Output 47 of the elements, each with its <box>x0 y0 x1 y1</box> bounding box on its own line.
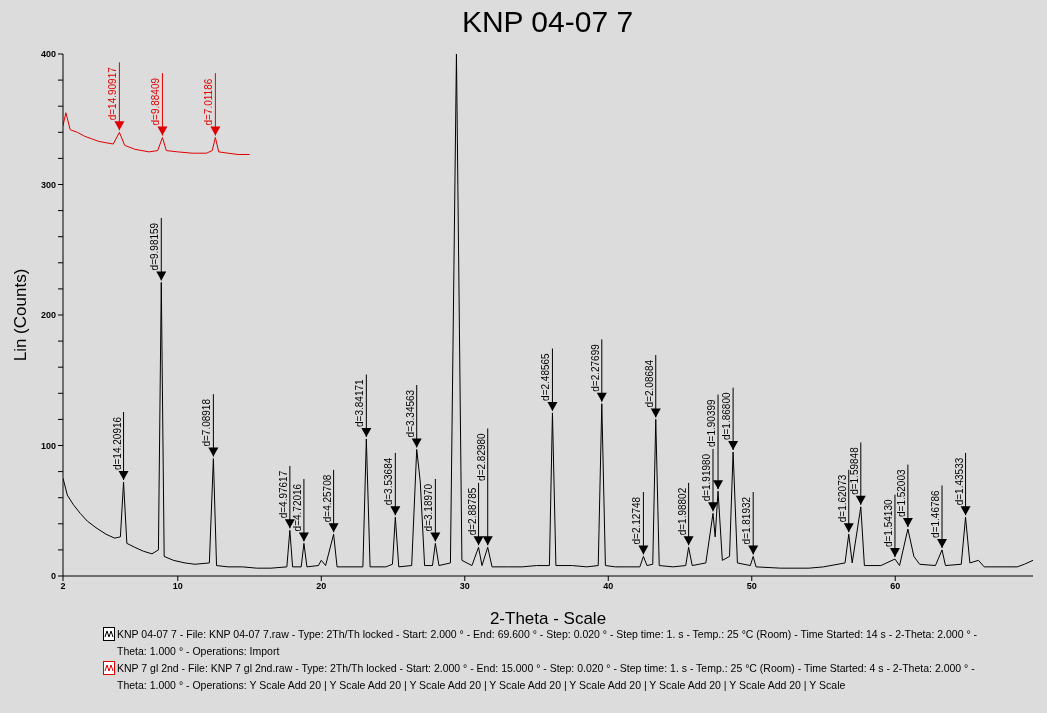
x-tick-label: 20 <box>316 581 327 592</box>
annotation: d=1.52003 <box>895 469 907 518</box>
y-tick-label: 300 <box>40 179 56 190</box>
annotation: d=1.91980 <box>701 453 713 502</box>
annotation: d=3.53684 <box>383 457 395 506</box>
annotation: d=1.90399 <box>706 398 718 447</box>
y-tick-label: 200 <box>40 310 56 321</box>
annotation: d=2.82980 <box>475 432 487 481</box>
annotation: d=1.43533 <box>953 457 965 506</box>
x-axis-title: 2-Theta - Scale <box>489 609 607 628</box>
annotation: d=2.08684 <box>643 359 655 408</box>
annotation: d=4.97617 <box>277 470 289 519</box>
annotation: d=3.18970 <box>423 483 435 532</box>
annotation: d=4.25708 <box>321 474 333 523</box>
annotation: d=14.90917 <box>107 66 119 121</box>
legend-label: KNP 7 gl 2nd - File: KNP 7 gl 2nd.raw - Type: 2Th/Th locked - Start: 2.000 ° - End: 15.000 ° - Step: 0.020 ° - Step time: 1. s - Temp.: 25 °C (Room) - Time Started: 4 s - 2-Theta: 2.000 ° - Theta: 1.000 ° - Operations: Y Scale Add 20 | Y Scale Add 20 | Y Scale Add 20 | Y Scale Add 20 | Y Scale Add 20 | Y Scale Add 20 | Y Scale Add 20 | Y Scale <box>117 661 976 693</box>
annotation: d=1.81932 <box>741 496 753 545</box>
chart-title: KNP 04-07 7 <box>460 4 635 40</box>
annotation: d=1.54130 <box>882 499 894 548</box>
legend-label: KNP 04-07 7 - File: KNP 04-07 7.raw - Type: 2Th/Th locked - Start: 2.000 ° - End: 69.600 ° - Step: 0.020 ° - Step time: 1. s - Temp.: 25 °C (Room) - Time Started: 14 s - 2-Theta: 2.000 ° - Theta: 1.000 ° - Operations: Import <box>117 627 979 659</box>
x-tick-label: 60 <box>890 581 901 592</box>
annotation: d=7.01186 <box>203 78 215 126</box>
x-tick-label: 50 <box>746 581 757 592</box>
annotation: d=9.88409 <box>150 77 162 126</box>
y-tick-label: 100 <box>40 440 56 451</box>
annotation: d=14.20916 <box>111 416 123 471</box>
annotation: d=2.48565 <box>540 352 552 401</box>
annotation: d=4.72016 <box>291 483 303 532</box>
annotation: d=2.88785 <box>466 487 478 536</box>
annotation: d=1.98802 <box>676 487 688 536</box>
annotation: d=7.08918 <box>201 398 213 447</box>
annotation: d=1.62073 <box>836 474 848 523</box>
annotation: d=3.34563 <box>404 389 416 438</box>
annotation: d=1.59848 <box>848 446 860 495</box>
x-tick-label: 2 <box>60 581 66 592</box>
x-tick-label: 40 <box>603 581 614 592</box>
x-tick-label: 10 <box>172 581 183 592</box>
annotation: d=3.84171 <box>354 378 366 427</box>
y-tick-label: 0 <box>50 571 56 582</box>
y-tick-label: 400 <box>40 49 56 60</box>
annotation: d=1.46786 <box>930 489 942 538</box>
x-tick-label: 30 <box>459 581 470 592</box>
annotation: d=1.86800 <box>721 392 733 441</box>
y-axis-title: Lin (Counts) <box>11 268 31 362</box>
annotation: d=2.12748 <box>631 496 643 545</box>
annotation: d=2.27699 <box>589 343 601 392</box>
annotation: d=9.98159 <box>149 222 161 271</box>
